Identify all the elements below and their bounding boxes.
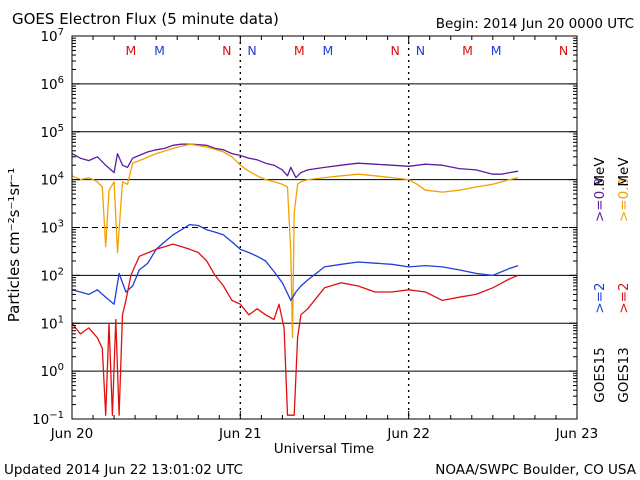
marker-m: M (462, 43, 473, 58)
data-series (71, 143, 519, 416)
y-tick-label: 103 (40, 219, 64, 237)
legend-goes13-08mev: >=0.8 (616, 178, 632, 222)
marker-m: M (154, 43, 165, 58)
marker-n: N (391, 43, 400, 58)
y-tick-exponent: 2 (58, 266, 64, 277)
y-tick-label: 101 (40, 314, 64, 332)
x-axis-label: Universal Time (274, 441, 374, 457)
series-goes15-0-8-mev (71, 143, 519, 179)
x-tick-label: Jun 21 (218, 426, 262, 442)
y-tick-exponent: −1 (49, 410, 64, 421)
x-tick-label: Jun 23 (555, 426, 599, 442)
legend-goes13-2mev: >=2 (616, 282, 632, 313)
legend: GOES15 GOES13 >=2 >=2 >=0.8 >=0.8 MeV Me… (592, 157, 632, 403)
marker-m: M (126, 43, 137, 58)
marker-n: N (222, 43, 231, 58)
updated-timestamp: Updated 2014 Jun 22 13:01:02 UTC (4, 462, 243, 478)
y-tick-exponent: 4 (58, 171, 64, 182)
y-tick-labels: 1 0 −1 100 101 102 103 104 105 106 107 (32, 27, 64, 428)
series-goes13-0-8-mev (71, 143, 519, 339)
legend-goes15: GOES15 (592, 347, 608, 402)
x-tick-label: Jun 22 (386, 426, 430, 442)
legend-goes13: GOES13 (616, 347, 632, 402)
gridlines (72, 36, 577, 419)
legend-unit-mev-2: MeV (616, 157, 632, 187)
series-goes13-2-mev (71, 243, 519, 416)
y-tick-label: 104 (40, 171, 64, 189)
chart-title: GOES Electron Flux (5 minute data) (12, 10, 279, 28)
x-tick-label: Jun 20 (50, 426, 94, 442)
legend-goes15-2mev: >=2 (592, 282, 608, 313)
y-tick-exponent: 5 (58, 123, 64, 134)
y-tick-label: 102 (40, 266, 64, 284)
marker-n: N (247, 43, 256, 58)
y-tick-exponent: 7 (58, 27, 64, 38)
y-tick-exponent: 1 (58, 314, 64, 325)
x-tick-labels: Jun 20 Jun 21 Jun 22 Jun 23 (50, 426, 599, 442)
y-axis-label: Particles cm⁻²s⁻¹sr⁻¹ (5, 168, 23, 322)
credit-line: NOAA/SWPC Boulder, CO USA (435, 462, 637, 478)
y-tick-label: 105 (40, 123, 64, 141)
series-goes15-2-mev (71, 223, 519, 305)
axis-ticks (71, 35, 578, 420)
legend-goes15-08mev: >=0.8 (592, 178, 608, 222)
marker-n: N (559, 43, 568, 58)
marker-m: M (491, 43, 502, 58)
y-tick-label: 107 (40, 27, 64, 45)
y-tick-exponent: 6 (58, 75, 64, 86)
y-tick-exponent: 3 (58, 219, 64, 230)
y-tick-label: 100 (40, 362, 64, 380)
marker-m: M (322, 43, 333, 58)
begin-time: Begin: 2014 Jun 20 0000 UTC (436, 16, 634, 32)
y-tick-label: 106 (40, 75, 64, 93)
marker-n: N (416, 43, 425, 58)
legend-unit-mev: MeV (592, 157, 608, 187)
y-tick-exponent: 0 (58, 362, 64, 373)
marker-m: M (294, 43, 305, 58)
